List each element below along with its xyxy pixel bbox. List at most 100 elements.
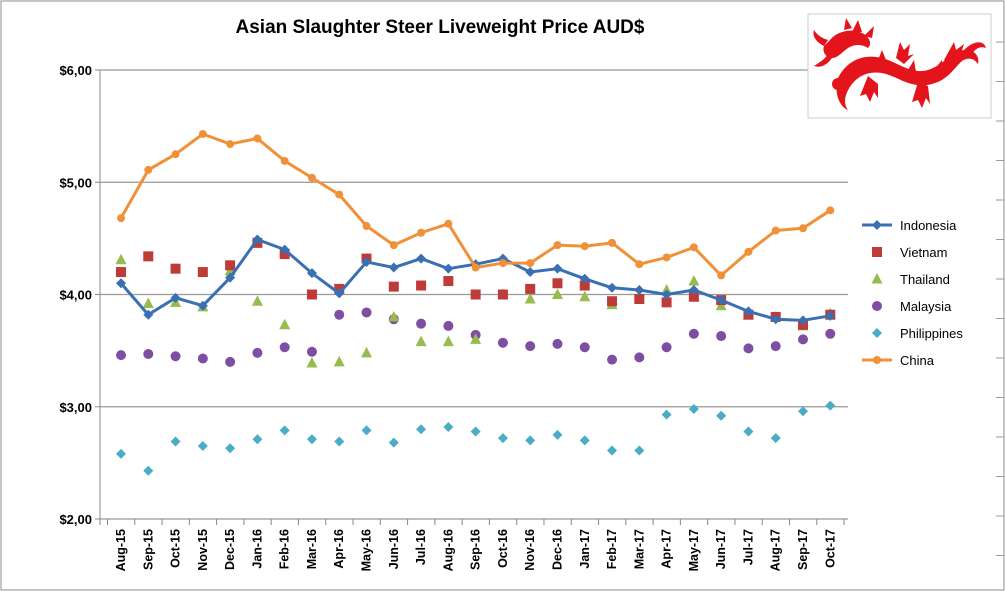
data-point-indonesia — [770, 314, 781, 325]
data-point-thailand — [442, 335, 454, 347]
data-point-thailand — [388, 310, 400, 322]
data-point-china — [226, 140, 235, 149]
data-point-vietnam — [579, 280, 590, 291]
data-point-philippines — [634, 445, 645, 456]
series-china — [117, 129, 835, 280]
data-point-vietnam — [116, 267, 126, 278]
legend-marker — [872, 301, 882, 311]
data-point-malaysia — [497, 337, 508, 348]
data-point-philippines — [388, 437, 399, 448]
series-malaysia — [116, 307, 836, 367]
x-tick-label: Oct-17 — [823, 529, 837, 568]
data-point-indonesia — [525, 267, 536, 278]
dragon-icon — [813, 18, 986, 110]
data-point-malaysia — [225, 356, 236, 367]
x-tick-label: Mar-16 — [305, 529, 319, 569]
x-tick-label: Oct-16 — [496, 529, 510, 568]
data-point-malaysia — [170, 351, 181, 362]
data-point-thailand — [306, 356, 318, 368]
data-point-china — [471, 263, 480, 272]
data-point-philippines — [225, 443, 236, 454]
data-point-thailand — [279, 318, 291, 330]
y-tick-label: $6,00 — [59, 63, 92, 78]
data-point-malaysia — [798, 334, 808, 345]
data-point-china — [744, 247, 753, 256]
data-point-vietnam — [497, 289, 508, 300]
legend-marker — [872, 247, 882, 257]
data-point-china — [198, 129, 207, 138]
data-point-philippines — [552, 429, 563, 440]
x-tick-label: Jul-17 — [741, 529, 755, 565]
legend-item-thailand: Thailand — [871, 272, 950, 287]
data-point-malaysia — [579, 342, 590, 353]
data-point-philippines — [825, 400, 836, 411]
x-tick-label: Feb-16 — [278, 529, 292, 569]
data-point-china — [608, 238, 617, 247]
legend-label: Vietnam — [900, 245, 947, 260]
y-tick-label: $2,00 — [59, 512, 92, 527]
x-tick-label: Mar-17 — [632, 529, 646, 569]
legend-item-indonesia: Indonesia — [862, 218, 957, 233]
data-point-indonesia — [716, 295, 727, 306]
data-point-philippines — [197, 441, 208, 452]
data-point-indonesia — [798, 315, 808, 326]
data-point-indonesia — [443, 263, 454, 274]
data-point-thailand — [524, 292, 536, 304]
legend-item-malaysia: Malaysia — [872, 299, 952, 314]
y-tick-label: $4,00 — [59, 288, 92, 303]
x-tick-label: Oct-15 — [169, 529, 183, 568]
series-philippines — [116, 400, 836, 476]
data-point-vietnam — [306, 289, 317, 300]
data-point-philippines — [661, 409, 672, 420]
legend-marker — [872, 220, 882, 230]
x-tick-label: Jan-16 — [250, 529, 264, 569]
data-point-philippines — [525, 435, 536, 446]
data-point-indonesia — [116, 278, 126, 289]
data-point-vietnam — [552, 278, 563, 289]
data-point-malaysia — [525, 341, 536, 352]
data-point-philippines — [416, 424, 427, 435]
legend-label: China — [900, 353, 935, 368]
data-point-philippines — [607, 445, 618, 456]
data-point-vietnam — [443, 276, 454, 287]
data-point-china — [498, 259, 507, 268]
data-point-malaysia — [306, 346, 317, 357]
dragon-logo — [807, 13, 992, 119]
data-point-thailand — [688, 275, 700, 286]
x-tick-label: Apr-16 — [332, 529, 346, 569]
data-point-indonesia — [197, 300, 208, 311]
data-point-malaysia — [770, 341, 781, 352]
data-point-philippines — [688, 403, 699, 414]
data-point-china — [444, 219, 453, 228]
data-point-vietnam — [143, 251, 154, 262]
data-point-philippines — [279, 425, 290, 436]
data-point-china — [335, 190, 344, 199]
x-tick-label: Aug-15 — [114, 529, 128, 571]
data-point-china — [171, 150, 180, 159]
right-edge-ticks — [996, 41, 1004, 556]
data-point-philippines — [798, 406, 808, 417]
data-point-vietnam — [688, 291, 699, 302]
legend-marker — [871, 273, 883, 284]
data-point-thailand — [579, 290, 591, 302]
data-point-china — [389, 241, 398, 250]
data-point-malaysia — [252, 347, 263, 358]
legend-label: Malaysia — [900, 299, 952, 314]
data-point-thailand — [115, 253, 127, 265]
data-point-philippines — [334, 436, 345, 447]
data-point-philippines — [443, 421, 454, 432]
data-point-philippines — [306, 434, 317, 445]
x-tick-label: Dec-15 — [223, 529, 237, 570]
data-point-thailand — [142, 297, 154, 308]
data-point-malaysia — [825, 328, 836, 339]
x-tick-label: Sep-17 — [796, 529, 810, 570]
data-point-china — [717, 271, 726, 280]
data-point-china — [826, 206, 835, 215]
data-point-indonesia — [143, 309, 154, 320]
data-point-vietnam — [197, 267, 208, 278]
x-tick-label: Aug-16 — [441, 529, 455, 571]
data-point-indonesia — [170, 292, 181, 303]
data-point-vietnam — [170, 263, 181, 274]
data-point-philippines — [252, 434, 263, 445]
y-tick-label: $5,00 — [59, 175, 92, 190]
